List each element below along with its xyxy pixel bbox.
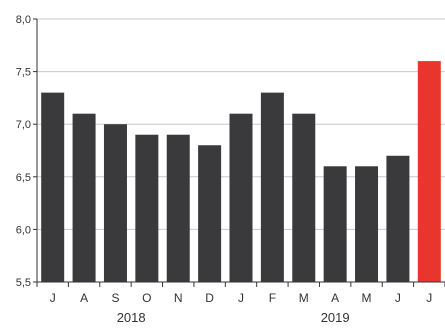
x-tick-label: M: [362, 291, 372, 305]
x-tick-label: N: [174, 291, 183, 305]
x-tick-label: A: [80, 291, 88, 305]
bar: [72, 113, 96, 283]
bar-highlight: [417, 61, 441, 282]
y-tick-label: 5,5: [16, 277, 31, 289]
y-tick-label: 7,0: [16, 119, 31, 131]
x-tick-label: A: [331, 291, 339, 305]
bar: [135, 134, 159, 282]
bar: [323, 166, 347, 282]
labels: 5,5 6,0 6,5 7,0 7,5 8,0 J A S O N D J F M A M J J 2018 2019: [16, 14, 433, 325]
bar: [103, 124, 127, 282]
x-tick-label: J: [238, 291, 244, 305]
y-tick-label: 8,0: [16, 14, 31, 26]
y-tick-label: 7,5: [16, 67, 31, 79]
axes: [33, 18, 445, 287]
year-label: 2019: [321, 310, 350, 325]
bar: [229, 113, 253, 283]
y-tick-label: 6,0: [16, 224, 31, 236]
year-label: 2018: [117, 310, 146, 325]
bar: [260, 92, 284, 282]
x-tick-label: S: [111, 291, 119, 305]
bar: [166, 134, 190, 282]
x-tick-label: O: [142, 291, 151, 305]
bar: [386, 155, 410, 282]
bar: [355, 166, 379, 282]
y-tick-label: 6,5: [16, 172, 31, 184]
x-tick-label: J: [50, 291, 56, 305]
x-tick-label: M: [299, 291, 309, 305]
bar: [198, 145, 222, 282]
x-tick-label: F: [269, 291, 276, 305]
bars: [41, 61, 441, 283]
x-tick-label: J: [395, 291, 401, 305]
bar: [41, 92, 65, 282]
x-tick-label: D: [205, 291, 214, 305]
x-tick-label: J: [426, 291, 432, 305]
bar: [292, 113, 316, 283]
